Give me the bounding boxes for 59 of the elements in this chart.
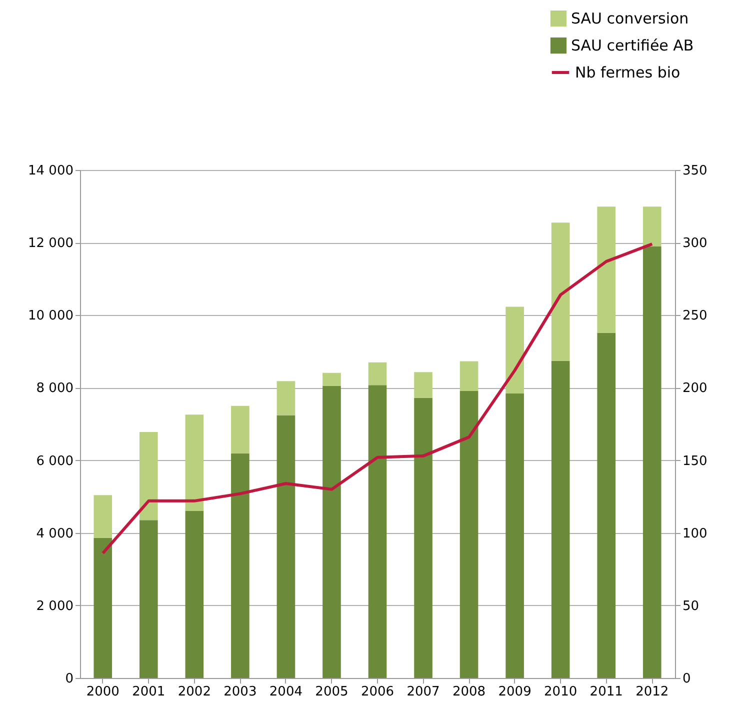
y2-tick-label: 0 (682, 672, 691, 686)
x-tick-label: 2008 (452, 684, 486, 700)
bar (140, 520, 158, 678)
x-tick-label: 2011 (590, 684, 623, 700)
bar (94, 495, 112, 538)
y-tick-label: 2 000 (36, 598, 74, 614)
bar (642, 206, 662, 246)
y-tick-label: 6 000 (36, 454, 74, 469)
x-tick-label: 2007 (406, 684, 440, 700)
bar (140, 432, 158, 520)
bar (460, 390, 478, 678)
y-tick-label: 4 000 (36, 526, 74, 542)
x-tick-label: 2010 (544, 684, 578, 700)
bar (368, 362, 387, 386)
bar (506, 306, 524, 394)
y-tick-label: 12 000 (28, 236, 74, 252)
bar (642, 246, 662, 678)
bar (276, 381, 296, 416)
bar (94, 538, 112, 678)
y-tick-label: 14 000 (28, 164, 74, 178)
bar (322, 386, 341, 678)
y2-tick-label: 350 (682, 164, 708, 178)
x-tick-label: 2001 (132, 684, 166, 700)
x-tick-label: 2009 (498, 684, 532, 700)
bar (368, 385, 387, 678)
x-tick-label: 2012 (636, 684, 669, 700)
x-tick-label: 2005 (315, 684, 348, 700)
x-tick-label: 2004 (269, 684, 303, 700)
legend-label: SAU conversion (571, 10, 689, 28)
y2-tick-label: 250 (682, 308, 708, 324)
y2-tick-label: 100 (682, 526, 708, 542)
bar (185, 510, 204, 678)
y2-tick-label: 150 (682, 454, 708, 469)
x-tick-label: 2000 (86, 684, 120, 700)
legend-label: Nb fermes bio (575, 64, 680, 82)
bar (551, 222, 570, 361)
x-tick-label: 2006 (360, 684, 394, 700)
bar (414, 398, 432, 678)
x-tick-label: 2002 (178, 684, 211, 700)
y-tick-label: 0 (65, 672, 74, 686)
y-tick-label: 8 000 (36, 381, 74, 396)
bar (460, 361, 478, 391)
bar (322, 372, 341, 386)
bar (414, 372, 432, 398)
y2-tick-label: 200 (682, 381, 708, 396)
x-tick-label: 2003 (224, 684, 257, 700)
bar (185, 414, 204, 511)
bar (597, 332, 616, 678)
y2-tick-label: 300 (682, 236, 708, 252)
line-series (101, 242, 654, 555)
legend-label: SAU certifiée AB (571, 36, 694, 54)
bar (231, 453, 250, 678)
bar (276, 415, 296, 678)
y-tick-label: 10 000 (28, 308, 74, 324)
bar (551, 360, 570, 678)
bar (506, 394, 524, 678)
bar (231, 406, 250, 454)
y2-tick-label: 50 (682, 598, 700, 614)
bar (597, 206, 616, 333)
